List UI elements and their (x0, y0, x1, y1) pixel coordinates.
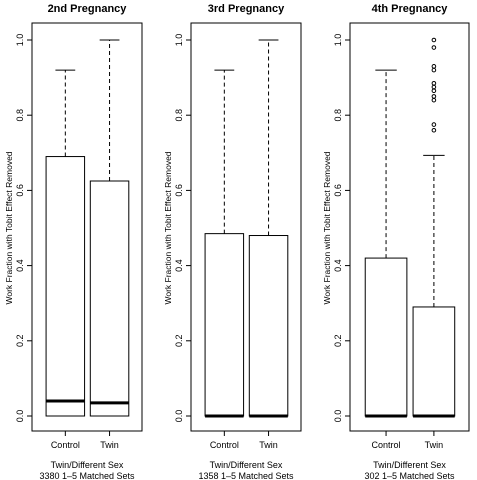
x-axis-title: Twin/Different Sex (51, 460, 124, 470)
box-twin (412, 37, 456, 418)
box-twin (248, 39, 289, 418)
panel-title: 4th Pregnancy (372, 3, 449, 15)
outlier-point (431, 127, 437, 133)
y-tick-label: 0.8 (174, 109, 184, 122)
outlier-point (431, 37, 437, 43)
y-tick-label: 0.0 (15, 410, 25, 423)
y-tick-label: 0.2 (174, 335, 184, 348)
y-tick-label: 0.8 (15, 109, 25, 122)
plot-frame (31, 22, 143, 432)
x-tick-label: Twin (425, 440, 444, 450)
y-tick-label: 0.4 (333, 259, 343, 272)
outlier-point (431, 122, 437, 127)
y-tick-label: 0.6 (333, 184, 343, 197)
x-tick-label: Twin (259, 440, 278, 450)
outlier-point (431, 84, 437, 90)
x-tick-label: Control (51, 440, 80, 450)
y-tick-label: 0.2 (333, 335, 343, 348)
x-axis-subtitle: 1358 1–5 Matched Sets (198, 471, 294, 480)
y-tick-label: 1.0 (333, 34, 343, 47)
box-iqr (412, 306, 456, 417)
x-axis-subtitle: 302 1–5 Matched Sets (364, 471, 455, 480)
y-tick-label: 1.0 (174, 34, 184, 47)
plot-frame (349, 22, 470, 432)
y-tick-label: 0.0 (174, 410, 184, 423)
y-tick-label: 0.4 (15, 259, 25, 272)
y-tick-label: 1.0 (15, 34, 25, 47)
outlier-point (431, 45, 437, 50)
outlier-point (431, 88, 437, 94)
panel-title: 2nd Pregnancy (48, 3, 128, 15)
y-axis-title: Work Fraction with Tobit Effect Removed (4, 151, 14, 304)
box-control (45, 69, 86, 417)
box-iqr (45, 156, 86, 417)
x-tick-label: Twin (100, 440, 119, 450)
x-tick-label: Control (210, 440, 239, 450)
x-axis-title: Twin/Different Sex (210, 460, 283, 470)
y-axis-title: Work Fraction with Tobit Effect Removed (322, 151, 332, 304)
y-tick-label: 0.6 (15, 184, 25, 197)
outlier-point (431, 64, 437, 69)
box-iqr (89, 180, 130, 417)
x-axis-title: Twin/Different Sex (373, 460, 446, 470)
box-control (204, 69, 245, 418)
x-tick-label: Control (372, 440, 401, 450)
panel-4: 4th Pregnancy 0.0 0.2 0.4 0.6 0.8 1.0 Work Frac… (322, 3, 470, 480)
y-tick-label: 0.2 (15, 335, 25, 348)
outlier-point (431, 80, 437, 86)
box-iqr (248, 235, 289, 417)
plot-frame (190, 22, 302, 432)
y-tick-label: 0.4 (174, 259, 184, 272)
y-tick-label: 0.0 (333, 410, 343, 423)
panel-title: 3rd Pregnancy (208, 3, 285, 15)
y-tick-label: 0.8 (333, 109, 343, 122)
panel-3: 3rd Pregnancy 0.0 0.2 0.4 0.6 0.8 1.0 Work Frac… (163, 3, 302, 480)
x-axis-subtitle: 3380 1–5 Matched Sets (39, 471, 135, 480)
box-iqr (204, 233, 245, 417)
outlier-point (431, 97, 437, 103)
y-axis-title: Work Fraction with Tobit Effect Removed (163, 151, 173, 304)
box-twin (89, 39, 130, 417)
box-control (364, 69, 408, 418)
box-iqr (364, 257, 408, 417)
panel-2: 2nd Pregnancy 0.0 0.2 0.4 0.6 0.8 1.0 Work Frac… (4, 3, 143, 480)
outlier-point (431, 94, 437, 99)
y-tick-label: 0.6 (174, 184, 184, 197)
outlier-point (431, 67, 437, 73)
